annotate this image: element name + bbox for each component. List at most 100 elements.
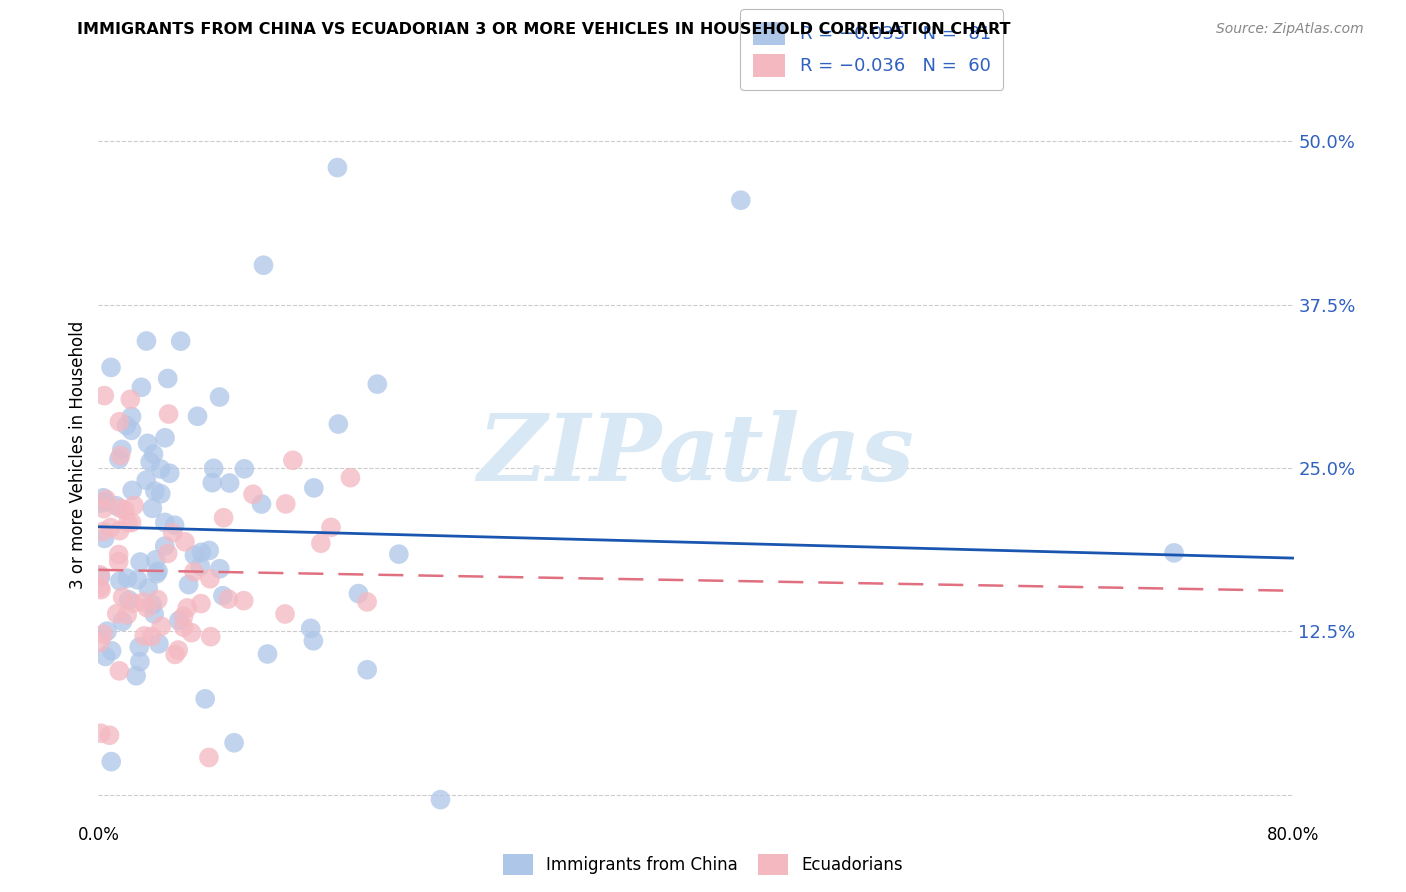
Point <box>134 629 156 643</box>
Point <box>141 598 163 612</box>
Point <box>89 581 111 595</box>
Point <box>730 193 752 207</box>
Point <box>141 501 163 516</box>
Point <box>339 470 361 484</box>
Point <box>110 449 132 463</box>
Point <box>208 562 231 576</box>
Point <box>89 567 111 582</box>
Point <box>115 607 138 622</box>
Point <box>142 447 165 461</box>
Point <box>173 609 195 624</box>
Point <box>149 487 172 501</box>
Point <box>89 635 111 649</box>
Point <box>167 614 190 628</box>
Point <box>167 643 190 657</box>
Point <box>198 572 221 586</box>
Point <box>107 548 129 562</box>
Text: ZIPatlas: ZIPatlas <box>478 410 914 500</box>
Point <box>111 590 134 604</box>
Point <box>201 475 224 490</box>
Point <box>198 543 221 558</box>
Point <box>153 431 176 445</box>
Point <box>100 755 122 769</box>
Point <box>356 595 378 609</box>
Point <box>128 640 150 654</box>
Point <box>250 497 273 511</box>
Point <box>170 334 193 348</box>
Point <box>117 516 139 530</box>
Point <box>319 520 342 534</box>
Point <box>366 377 388 392</box>
Point <box>120 392 142 407</box>
Text: Source: ZipAtlas.com: Source: ZipAtlas.com <box>1216 22 1364 37</box>
Point <box>91 524 114 539</box>
Point <box>108 501 131 516</box>
Point <box>328 417 350 431</box>
Point <box>115 418 138 433</box>
Point <box>198 750 221 764</box>
Point <box>131 380 153 394</box>
Point <box>149 462 172 476</box>
Point <box>302 481 325 495</box>
Point <box>129 555 152 569</box>
Point <box>252 258 274 272</box>
Point <box>173 620 195 634</box>
Point <box>153 516 176 530</box>
Point <box>100 360 122 375</box>
Point <box>429 792 451 806</box>
Point <box>117 571 139 585</box>
Point <box>125 669 148 683</box>
Point <box>157 407 180 421</box>
Point <box>93 501 115 516</box>
Point <box>388 547 411 561</box>
Point <box>121 409 143 424</box>
Point <box>218 476 240 491</box>
Point <box>1163 546 1185 560</box>
Point <box>100 644 122 658</box>
Point <box>347 586 370 600</box>
Point <box>150 619 173 633</box>
Point <box>200 630 222 644</box>
Point <box>211 589 233 603</box>
Point <box>256 647 278 661</box>
Point <box>114 503 136 517</box>
Point <box>94 495 117 509</box>
Point <box>163 518 186 533</box>
Point <box>105 607 128 621</box>
Point <box>232 593 254 607</box>
Point <box>183 565 205 579</box>
Point <box>165 648 187 662</box>
Point <box>233 462 256 476</box>
Point <box>190 597 212 611</box>
Point <box>135 473 157 487</box>
Point <box>122 596 145 610</box>
Point <box>202 461 225 475</box>
Point <box>93 389 115 403</box>
Point <box>309 536 332 550</box>
Point <box>174 534 197 549</box>
Point <box>96 624 118 639</box>
Point <box>148 637 170 651</box>
Point <box>188 559 211 574</box>
Point <box>90 726 112 740</box>
Point <box>128 655 150 669</box>
Point <box>136 436 159 450</box>
Point <box>242 487 264 501</box>
Point <box>208 390 231 404</box>
Point <box>146 592 169 607</box>
Point <box>108 574 131 588</box>
Point <box>94 649 117 664</box>
Point <box>162 525 184 540</box>
Point <box>143 484 166 499</box>
Point <box>224 736 246 750</box>
Point <box>107 555 129 569</box>
Point <box>186 409 208 424</box>
Point <box>91 491 114 505</box>
Point <box>183 548 205 562</box>
Point <box>302 633 325 648</box>
Point <box>132 595 155 609</box>
Text: IMMIGRANTS FROM CHINA VS ECUADORIAN 3 OR MORE VEHICLES IN HOUSEHOLD CORRELATION : IMMIGRANTS FROM CHINA VS ECUADORIAN 3 OR… <box>77 22 1011 37</box>
Point <box>153 539 176 553</box>
Point <box>177 577 200 591</box>
Point <box>90 569 112 583</box>
